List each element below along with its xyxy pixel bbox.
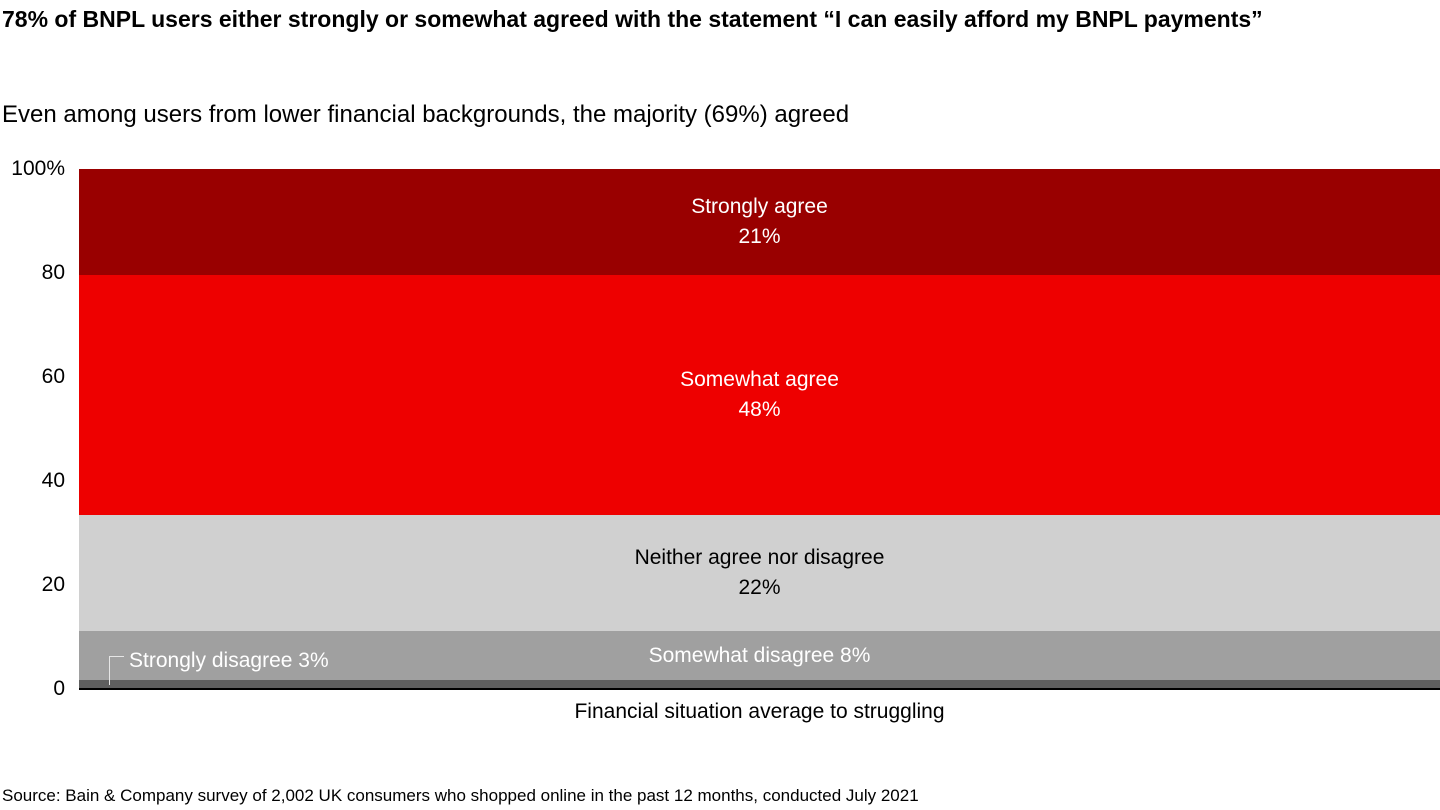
y-tick-0: 0 <box>53 677 65 700</box>
segment-label: Somewhat disagree 8% <box>648 643 871 667</box>
leader-line <box>109 656 124 685</box>
y-tick-40: 40 <box>41 469 65 492</box>
segment-name: Strongly agree <box>691 195 828 218</box>
y-tick-20: 20 <box>41 573 65 596</box>
segment-name: Neither agree nor disagree <box>634 546 885 569</box>
y-tick-60: 60 <box>41 365 65 388</box>
segment-strongly-disagree <box>79 680 1440 689</box>
stacked-bar: Strongly agree 21% Somewhat agree 48% Ne… <box>79 169 1440 689</box>
strongly-disagree-label: Strongly disagree 3% <box>129 649 329 672</box>
segment-somewhat-agree: Somewhat agree 48% <box>79 275 1440 515</box>
y-tick-80: 80 <box>41 261 65 284</box>
x-category-label: Financial situation average to strugglin… <box>574 700 945 723</box>
segment-value: 48% <box>738 398 781 421</box>
y-tick-100: 100% <box>11 157 65 180</box>
segment-neither: Neither agree nor disagree 22% <box>79 515 1440 631</box>
segment-name: Somewhat agree <box>680 368 839 391</box>
segment-strongly-agree: Strongly agree 21% <box>79 169 1440 275</box>
chart-subtitle: Even among users from lower financial ba… <box>2 101 850 128</box>
segment-value: 22% <box>738 576 781 599</box>
segment-somewhat-disagree: Somewhat disagree 8% <box>79 631 1440 680</box>
chart-title: 78% of BNPL users either strongly or som… <box>2 6 1263 32</box>
x-axis-line <box>79 688 1440 690</box>
source-note: Source: Bain & Company survey of 2,002 U… <box>2 786 919 805</box>
segment-value: 21% <box>738 225 781 248</box>
